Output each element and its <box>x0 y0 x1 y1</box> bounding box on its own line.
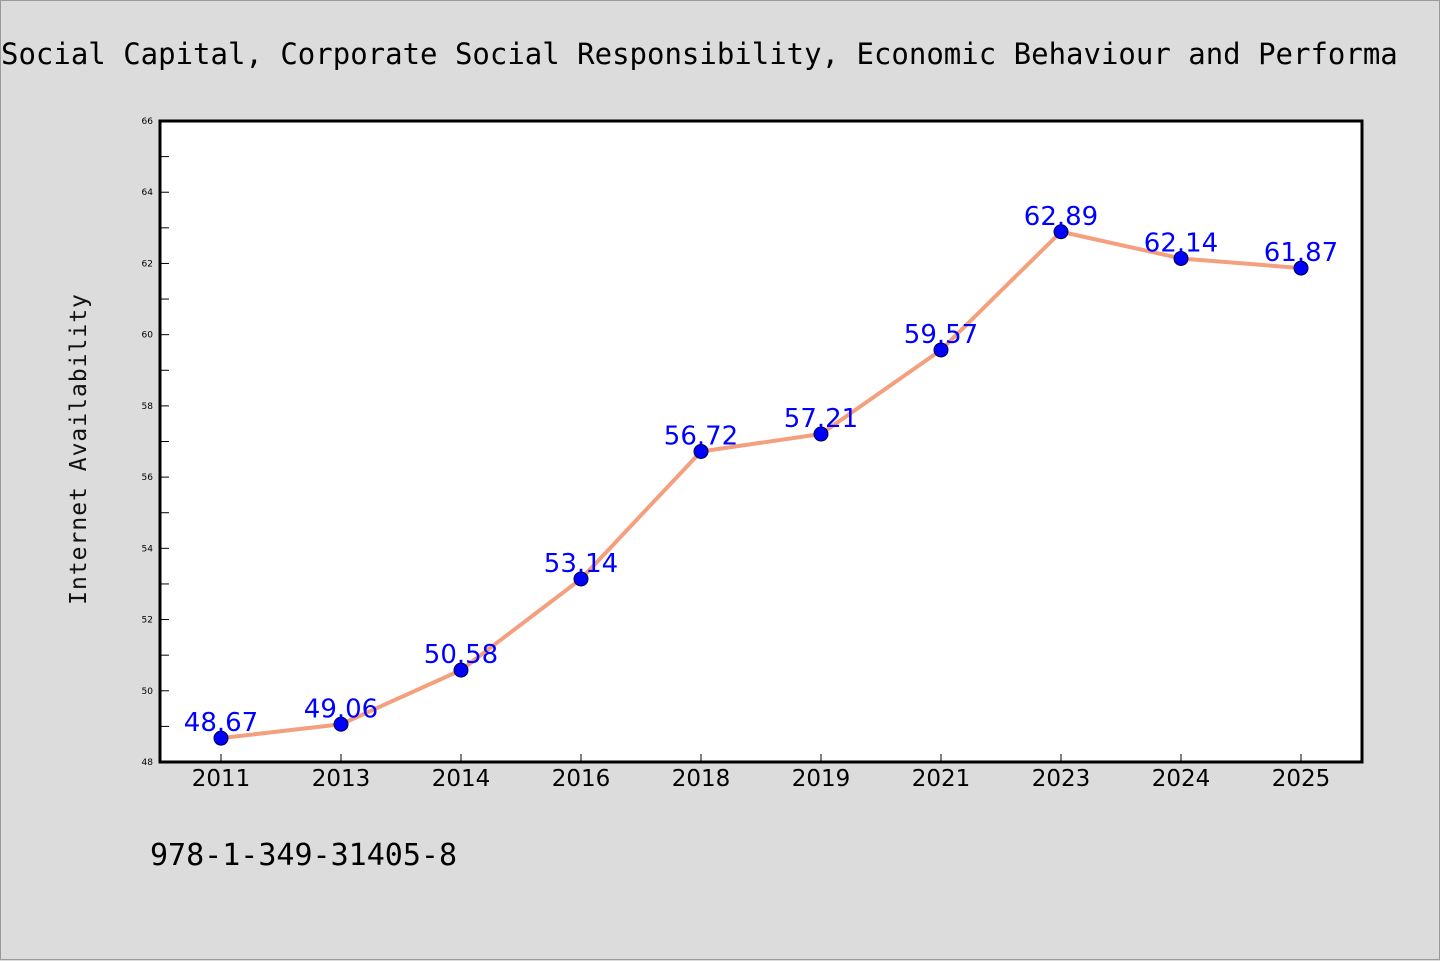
x-tick-label: 2011 <box>192 766 251 792</box>
data-label: 59.57 <box>904 320 978 350</box>
x-tick-label: 2019 <box>792 766 851 792</box>
y-tick-label: 60 <box>142 331 154 341</box>
x-tick-label: 2025 <box>1272 766 1331 792</box>
y-tick-label: 48 <box>142 758 154 768</box>
x-tick-label: 2021 <box>912 766 971 792</box>
data-point <box>933 342 949 358</box>
series-line <box>219 229 1303 741</box>
y-tick-label: 64 <box>142 188 154 198</box>
y-axis-label: Internet Availability <box>66 293 92 605</box>
y-tick-label: 52 <box>142 616 153 626</box>
y-tick-label: 66 <box>142 117 154 127</box>
data-label: 62.14 <box>1144 228 1218 258</box>
data-point <box>573 571 589 587</box>
data-point <box>1293 260 1309 276</box>
data-point <box>213 730 229 746</box>
data-point <box>453 662 469 678</box>
x-tick-label: 2014 <box>432 766 491 792</box>
y-tick-label: 54 <box>142 544 154 554</box>
x-tick-label: 2023 <box>1032 766 1091 792</box>
x-tick-label: 2016 <box>552 766 611 792</box>
data-point <box>1053 224 1069 240</box>
data-point <box>693 443 709 459</box>
x-tick-label: 2013 <box>312 766 371 792</box>
x-tick-label: 2018 <box>672 766 731 792</box>
y-axis: 48 50 52 54 56 58 60 62 64 66 <box>142 117 169 768</box>
data-label: 49.06 <box>304 694 378 724</box>
data-label: 56.72 <box>664 421 738 451</box>
data-label: 57.21 <box>784 404 858 434</box>
chart-title: Social Capital, Corporate Social Respons… <box>1 37 1398 71</box>
data-label: 48.67 <box>184 708 258 738</box>
y-tick-label: 62 <box>142 259 153 269</box>
data-label: 53.14 <box>544 549 618 579</box>
isbn-footer: 978-1-349-31405-8 <box>150 838 457 873</box>
y-tick-label: 58 <box>142 402 154 412</box>
data-point <box>1173 250 1189 266</box>
data-point <box>333 716 349 732</box>
series-layer: 48.67 49.06 50.58 53.14 56.72 57.21 59.57 62.89… <box>184 202 1338 746</box>
x-axis: 2011 2013 2014 2016 2018 2019 2021 2023 2024 2025 <box>192 754 1331 792</box>
y-tick-label: 56 <box>142 473 154 483</box>
x-tick-label: 2024 <box>1152 766 1211 792</box>
data-point <box>813 426 829 442</box>
data-label: 62.89 <box>1024 202 1098 232</box>
data-label: 50.58 <box>424 640 498 670</box>
data-label: 61.87 <box>1264 238 1338 268</box>
y-tick-label: 50 <box>142 687 154 697</box>
